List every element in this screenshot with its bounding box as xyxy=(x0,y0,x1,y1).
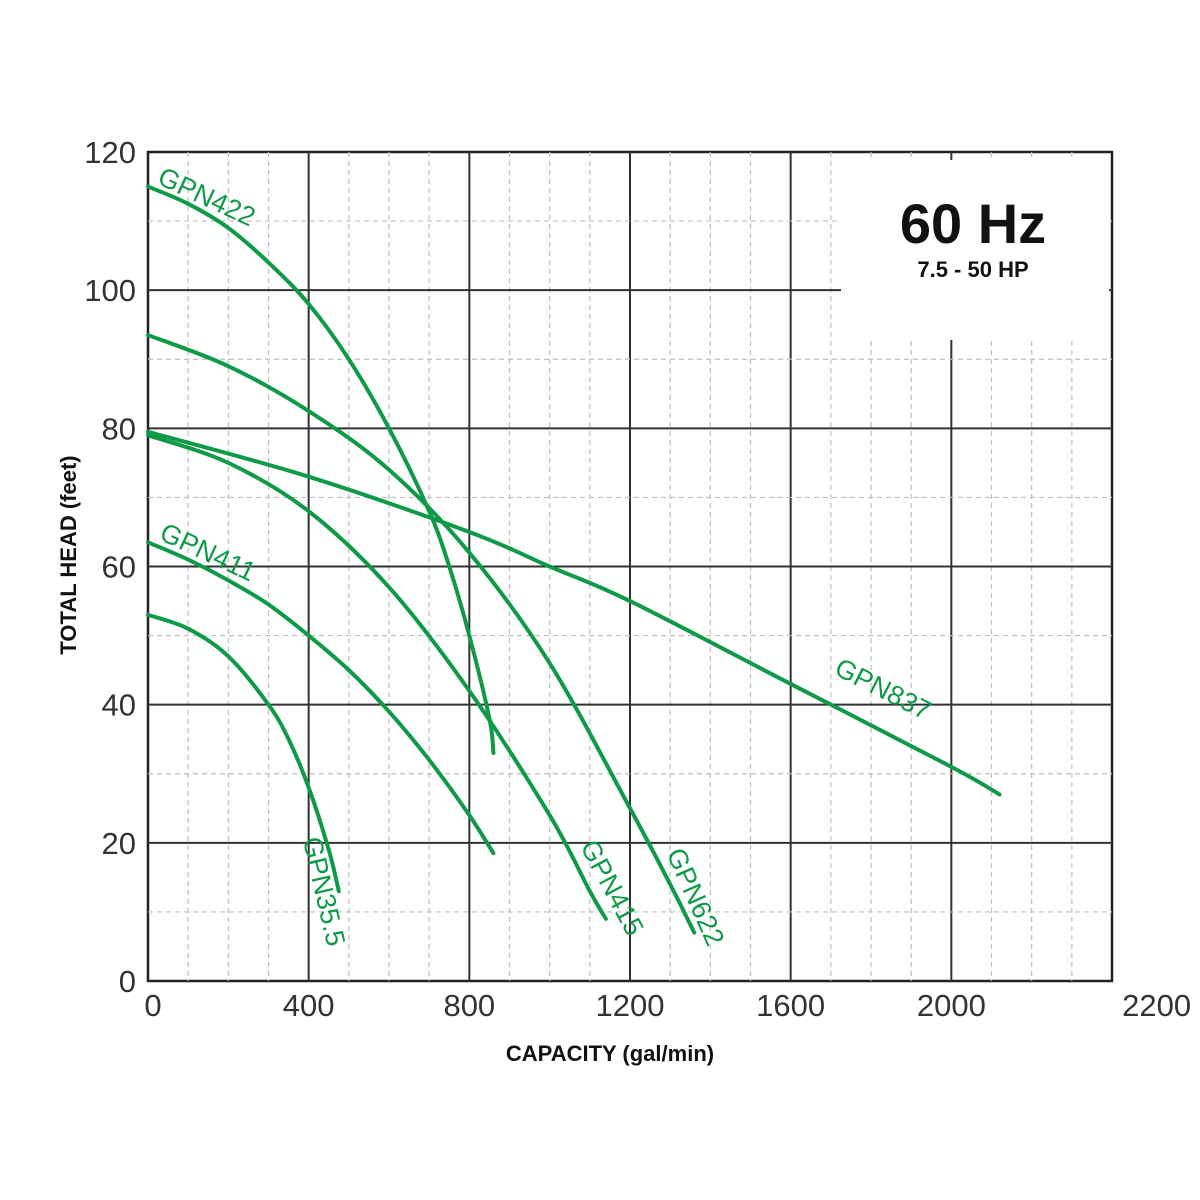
series-line-gpn411 xyxy=(146,540,496,856)
y-tick-label: 0 xyxy=(119,964,136,999)
y-tick-label: 80 xyxy=(102,411,136,446)
series-line-gpn422 xyxy=(146,184,496,756)
x-tick-label: 2200 xyxy=(1122,988,1191,1023)
x-axis-ticks: 0 400 800 1200 1600 2000 2200 xyxy=(144,988,1191,1023)
x-tick-label: 1200 xyxy=(596,988,665,1023)
badge-background xyxy=(841,160,1109,340)
x-axis-title: CAPACITY (gal/min) xyxy=(506,1041,714,1066)
x-tick-label: 800 xyxy=(443,988,495,1023)
y-tick-label: 60 xyxy=(102,550,136,585)
grid xyxy=(148,152,1112,981)
y-tick-label: 100 xyxy=(84,273,136,308)
y-axis-ticks: 0 20 40 60 80 100 120 xyxy=(84,135,136,999)
series-line-gpn35-5 xyxy=(146,612,341,894)
series-line-gpn415 xyxy=(146,433,608,921)
x-tick-label: 400 xyxy=(283,988,335,1023)
badge-power-range: 7.5 - 50 HP xyxy=(917,257,1028,282)
y-tick-label: 40 xyxy=(102,688,136,723)
series-line-gpn837 xyxy=(146,429,1002,797)
badge-frequency: 60 Hz xyxy=(900,192,1046,255)
x-tick-label: 1600 xyxy=(756,988,825,1023)
y-axis-title: TOTAL HEAD (feet) xyxy=(56,455,81,654)
y-tick-label: 120 xyxy=(84,135,136,170)
series-line-gpn622 xyxy=(146,333,697,935)
x-tick-label: 2000 xyxy=(917,988,986,1023)
series-lines xyxy=(146,184,1002,935)
y-tick-label: 20 xyxy=(102,826,136,861)
x-tick-label: 0 xyxy=(144,988,161,1023)
